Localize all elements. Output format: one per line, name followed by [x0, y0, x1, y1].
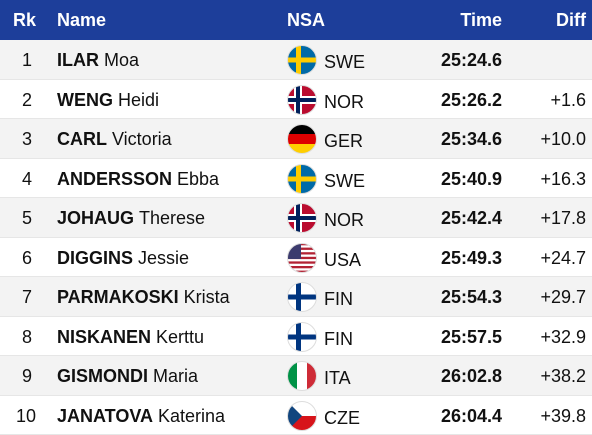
rank: 8 [22, 326, 33, 347]
flag [287, 242, 317, 273]
diff: +32.9 [540, 326, 586, 347]
flag [287, 124, 317, 154]
nsa: ITA [324, 368, 351, 388]
nsa: GER [324, 131, 364, 151]
athlete-name: PARMAKOSKI Krista [57, 287, 230, 307]
flag [287, 282, 317, 312]
surname: ILAR [57, 50, 99, 70]
rank: 10 [16, 405, 37, 426]
time: 25:49.3 [440, 247, 502, 268]
time: 25:54.3 [440, 287, 502, 307]
first-name: Krista [183, 287, 230, 307]
surname: JANATOVA [57, 405, 154, 426]
time: 26:02.8 [440, 366, 502, 386]
rank: 6 [22, 247, 33, 268]
athlete-name: ANDERSSON Ebba [57, 169, 219, 189]
first-name: Heidi [118, 89, 160, 110]
rank: 9 [22, 366, 33, 386]
athlete-name: NISKANEN Kerttu [57, 327, 204, 347]
surname: DIGGINS [57, 247, 134, 268]
rank: 7 [22, 287, 33, 307]
athlete-name: GISMONDI Maria [57, 366, 198, 386]
surname: WENG [57, 89, 113, 110]
header-cell: NSA [287, 10, 326, 30]
rank: 1 [22, 50, 33, 70]
time: 25:26.2 [440, 89, 502, 110]
diff: +17.8 [540, 208, 586, 228]
surname: PARMAKOSKI [57, 287, 179, 307]
diff: +10.0 [540, 129, 586, 149]
flag [287, 163, 317, 194]
surname: JOHAUG [57, 208, 135, 228]
flag [287, 400, 317, 431]
surname: CARL [57, 129, 107, 149]
flag [287, 45, 317, 75]
first-name: Moa [104, 50, 140, 70]
first-name: Victoria [112, 129, 172, 149]
nsa: SWE [324, 52, 366, 72]
flag [287, 321, 317, 352]
first-name: Katerina [158, 405, 226, 426]
rank: 4 [22, 168, 33, 189]
surname: ANDERSSON [57, 168, 173, 189]
first-name: Ebba [177, 168, 220, 189]
athlete-name: CARL Victoria [57, 129, 172, 149]
nsa: NOR [324, 210, 364, 230]
time: 25:24.6 [440, 50, 502, 70]
nsa: FIN [324, 328, 353, 349]
athlete-name: ILAR Moa [57, 50, 139, 70]
time: 26:04.4 [440, 405, 502, 426]
surname: GISMONDI [57, 366, 149, 386]
first-name: Therese [139, 208, 206, 228]
athlete-name: DIGGINS Jessie [57, 248, 189, 268]
athlete-name: WENG Heidi [57, 90, 159, 110]
rank: 5 [22, 208, 33, 228]
flag [287, 84, 317, 115]
header-cell: Name [57, 10, 107, 30]
flag [287, 361, 317, 391]
header-cell: Time [460, 10, 502, 30]
time: 25:57.5 [440, 326, 502, 347]
header-bar [0, 0, 592, 40]
diff: +1.6 [550, 89, 586, 110]
surname: NISKANEN [57, 326, 152, 347]
nsa: SWE [324, 170, 366, 191]
nsa: USA [324, 249, 362, 270]
first-name: Maria [153, 366, 199, 386]
rank: 2 [22, 89, 33, 110]
first-name: Jessie [138, 247, 190, 268]
diff: +16.3 [540, 168, 586, 189]
diff: +24.7 [540, 247, 586, 268]
time: 25:40.9 [440, 168, 502, 189]
header-cell: Rk [13, 10, 37, 30]
time: 25:42.4 [440, 208, 502, 228]
header-cell: Diff [556, 10, 586, 30]
nsa: CZE [324, 407, 360, 428]
diff: +29.7 [540, 287, 586, 307]
athlete-name: JOHAUG Therese [57, 208, 205, 228]
nsa: NOR [324, 91, 364, 112]
nsa: FIN [324, 289, 353, 309]
time: 25:34.6 [440, 129, 502, 149]
flag [287, 203, 317, 233]
first-name: Kerttu [156, 326, 205, 347]
diff: +39.8 [540, 405, 586, 426]
athlete-name: JANATOVA Katerina [57, 406, 225, 426]
diff: +38.2 [540, 366, 586, 386]
rank: 3 [22, 129, 33, 149]
